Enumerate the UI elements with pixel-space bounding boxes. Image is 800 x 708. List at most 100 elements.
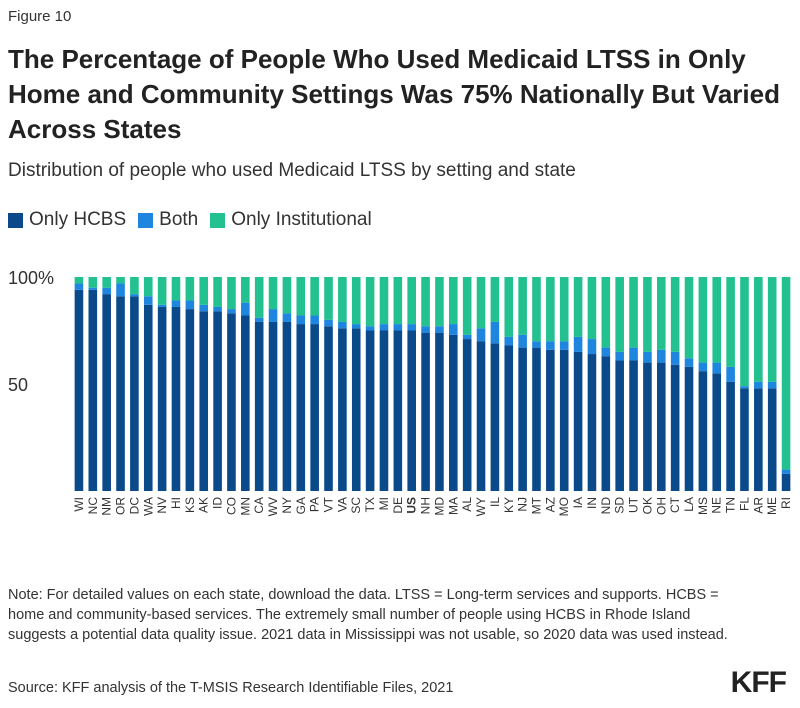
bar-segment-nm-both [102,287,111,295]
y-tick-label: 50 [8,375,28,395]
bar-segment-in-only-hcbs [587,354,597,491]
x-tick-label: UT [627,496,641,513]
bar-segment-ok-only-hcbs [643,362,652,491]
bar-segment-ct-only-hcbs [670,364,680,491]
x-tick-label: WI [72,497,86,512]
x-tick-label: RI [779,497,793,509]
bar-segment-de-both [393,324,403,331]
bar-segment-mi-only-hcbs [379,330,389,491]
x-tick-label: DE [391,497,405,514]
bar-segment-wy-only-hcbs [476,341,486,491]
bar-segment-me-only-hcbs [767,388,777,491]
bar-segment-tn-both [726,366,735,382]
legend-item-only-institutional: Only Institutional [210,209,372,231]
bar-segment-ny-only-hcbs [282,321,292,491]
legend-item-both: Both [138,209,198,231]
bar-segment-ia-only-hcbs [573,351,583,491]
bar-segment-md-both [435,326,444,333]
x-tick-label: TN [724,497,738,513]
bar-segment-ia-both [573,336,583,352]
chart-legend: Only HCBS Both Only Institutional [8,209,384,231]
x-tick-label: US [405,497,419,514]
bar-segment-al-only-hcbs [462,339,472,491]
x-tick-label: AR [751,497,765,514]
legend-swatch-both [138,212,154,228]
bar-segment-oh-only-institutional [656,277,666,350]
bar-segment-id-only-institutional [213,277,222,307]
x-tick-label: CT [668,496,682,513]
x-tick-label: NM [100,497,114,516]
x-tick-label: NE [710,497,724,514]
bar-segment-il-only-institutional [490,277,500,322]
bar-segment-mn-only-institutional [241,277,250,303]
bar-segment-nh-only-hcbs [421,332,430,491]
bar-segment-pa-only-hcbs [310,324,319,491]
x-tick-label: GA [294,497,308,514]
bar-segment-sd-only-institutional [615,277,624,352]
x-tick-label: LA [682,497,696,512]
bar-segment-nv-only-institutional [157,277,167,305]
bar-segment-pa-only-institutional [310,277,319,316]
bar-segment-or-only-institutional [116,277,125,284]
bar-segment-nh-both [421,326,430,333]
bar-segment-ut-only-hcbs [629,360,638,491]
bar-segment-ky-only-hcbs [504,345,514,491]
bar-segment-ca-only-hcbs [254,321,264,491]
bar-segment-ct-only-institutional [670,277,680,352]
bar-segment-ia-only-institutional [573,277,583,337]
bar-segment-wi-only-institutional [74,277,84,284]
bar-segment-ar-only-institutional [754,277,763,382]
bar-segment-us-only-hcbs [407,330,416,491]
x-tick-label: NV [155,497,169,514]
bar-segment-al-both [462,334,472,340]
bar-segment-tn-only-hcbs [726,381,735,491]
bar-segment-in-both [587,339,597,355]
bar-segment-nm-only-institutional [102,277,111,288]
x-tick-label: TX [363,497,377,512]
x-tick-label: ND [599,497,613,515]
bar-segment-wv-only-hcbs [268,321,278,491]
bar-segment-ok-only-institutional [643,277,652,352]
bar-segment-pa-both [310,315,319,325]
bar-segment-ga-only-institutional [296,277,306,316]
bar-segment-ut-only-institutional [629,277,638,348]
bar-segment-wi-only-hcbs [74,289,84,491]
bar-segment-wa-only-institutional [143,277,153,297]
x-tick-label: VT [322,496,336,512]
x-tick-label: AK [197,497,211,513]
bar-segment-co-only-institutional [227,277,236,310]
x-tick-label: OK [640,497,654,514]
bar-segment-id-only-hcbs [213,311,222,491]
bar-segment-de-only-hcbs [393,330,403,491]
bar-segment-us-only-institutional [407,277,416,325]
bar-segment-us-both [407,324,416,331]
x-tick-label: IL [488,497,502,507]
bar-segment-nj-both [518,334,527,348]
bar-segment-va-both [338,321,347,329]
bar-segment-va-only-institutional [338,277,347,322]
legend-item-only-hcbs: Only HCBS [8,209,126,231]
bar-segment-me-both [767,381,777,389]
x-tick-label: CA [252,497,266,514]
y-tick-label: 100% [8,268,54,288]
bar-segment-mo-both [559,341,569,350]
x-tick-label: CO [224,497,238,515]
x-tick-label: NY [280,497,294,514]
bar-segment-mi-both [379,324,389,331]
figure-label: Figure 10 [8,8,72,25]
bar-segment-ca-only-institutional [254,277,264,318]
bar-segment-ma-only-institutional [449,277,458,325]
bar-segment-tx-only-institutional [365,277,375,327]
bar-segment-la-only-hcbs [684,366,694,491]
bar-segment-hi-both [171,300,181,307]
x-tick-label: NH [419,497,433,514]
bar-segment-hi-only-institutional [171,277,181,301]
bar-segment-ca-both [254,317,264,322]
bar-segment-sc-only-institutional [351,277,361,325]
bar-segment-az-only-hcbs [546,349,555,491]
bar-segment-ny-both [282,313,292,322]
bar-segment-oh-both [656,349,666,363]
chart-title: The Percentage of People Who Used Medica… [8,44,780,144]
x-tick-label: WY [474,497,488,516]
x-tick-label: OH [654,497,668,515]
